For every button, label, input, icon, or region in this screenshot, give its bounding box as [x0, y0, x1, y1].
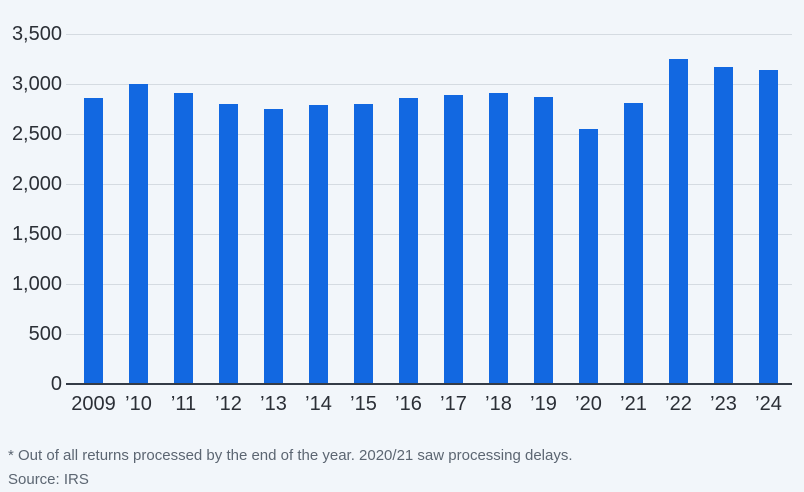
y-axis-tick-label: 3,000 [11, 73, 62, 95]
y-axis-tick-label: 0 [50, 373, 62, 395]
x-axis-tick-label: ’23 [710, 393, 737, 415]
gridline [66, 184, 792, 185]
x-axis-tick-label: ’12 [215, 393, 242, 415]
x-axis-tick-label: ’21 [620, 393, 647, 415]
x-axis-tick-label: ’14 [305, 393, 332, 415]
x-axis-tick-label: ’20 [575, 393, 602, 415]
gridline [66, 34, 792, 35]
y-axis-tick-label: 1,500 [11, 223, 62, 245]
bar-10[interactable] [129, 84, 148, 384]
x-axis-tick-label: ’24 [755, 393, 782, 415]
bar-22[interactable] [669, 59, 688, 384]
footnote-text: * Out of all returns processed by the en… [8, 447, 573, 464]
x-axis-tick-label: ’15 [350, 393, 377, 415]
bar-15[interactable] [354, 104, 373, 384]
gridline [66, 334, 792, 335]
y-axis-tick-label: 500 [28, 323, 62, 345]
y-axis-tick-label: 1,000 [11, 273, 62, 295]
bar-21[interactable] [624, 103, 643, 384]
x-axis-tick-label: ’18 [485, 393, 512, 415]
x-axis-tick-label: ’11 [170, 393, 197, 415]
y-axis-tick-label: 2,500 [11, 123, 62, 145]
gridline [66, 84, 792, 85]
gridline [66, 284, 792, 285]
chart-footer: * Out of all returns processed by the en… [8, 444, 788, 492]
gridline [66, 134, 792, 135]
bar-16[interactable] [399, 98, 418, 384]
y-axis-tick-label: 3,500 [11, 23, 62, 45]
bar-20[interactable] [579, 129, 598, 384]
bar-14[interactable] [309, 105, 328, 384]
bar-17[interactable] [444, 95, 463, 384]
x-axis-tick-label: ’19 [530, 393, 557, 415]
source-text: Source: IRS [8, 471, 89, 488]
bar-13[interactable] [264, 109, 283, 384]
bar-23[interactable] [714, 67, 733, 384]
gridline [66, 234, 792, 235]
x-axis-tick-label: ’13 [260, 393, 287, 415]
bar-18[interactable] [489, 93, 508, 384]
y-axis-tick-label: 2,000 [11, 173, 62, 195]
bar-11[interactable] [174, 93, 193, 384]
x-axis-tick-label: ’22 [665, 393, 692, 415]
bar-19[interactable] [534, 97, 553, 384]
x-axis-tick-label: 2009 [71, 393, 116, 415]
bar-24[interactable] [759, 70, 778, 384]
x-axis-tick-label: ’17 [440, 393, 467, 415]
bar-2009[interactable] [84, 98, 103, 384]
x-axis-tick-label: ’16 [395, 393, 422, 415]
x-axis-line [66, 383, 792, 385]
bar-chart: 0 500 1,000 1,500 2,000 2,500 3,000 3,500 2009 ’1… [11, 23, 792, 415]
bar-12[interactable] [219, 104, 238, 384]
x-axis-tick-label: ’10 [125, 393, 152, 415]
